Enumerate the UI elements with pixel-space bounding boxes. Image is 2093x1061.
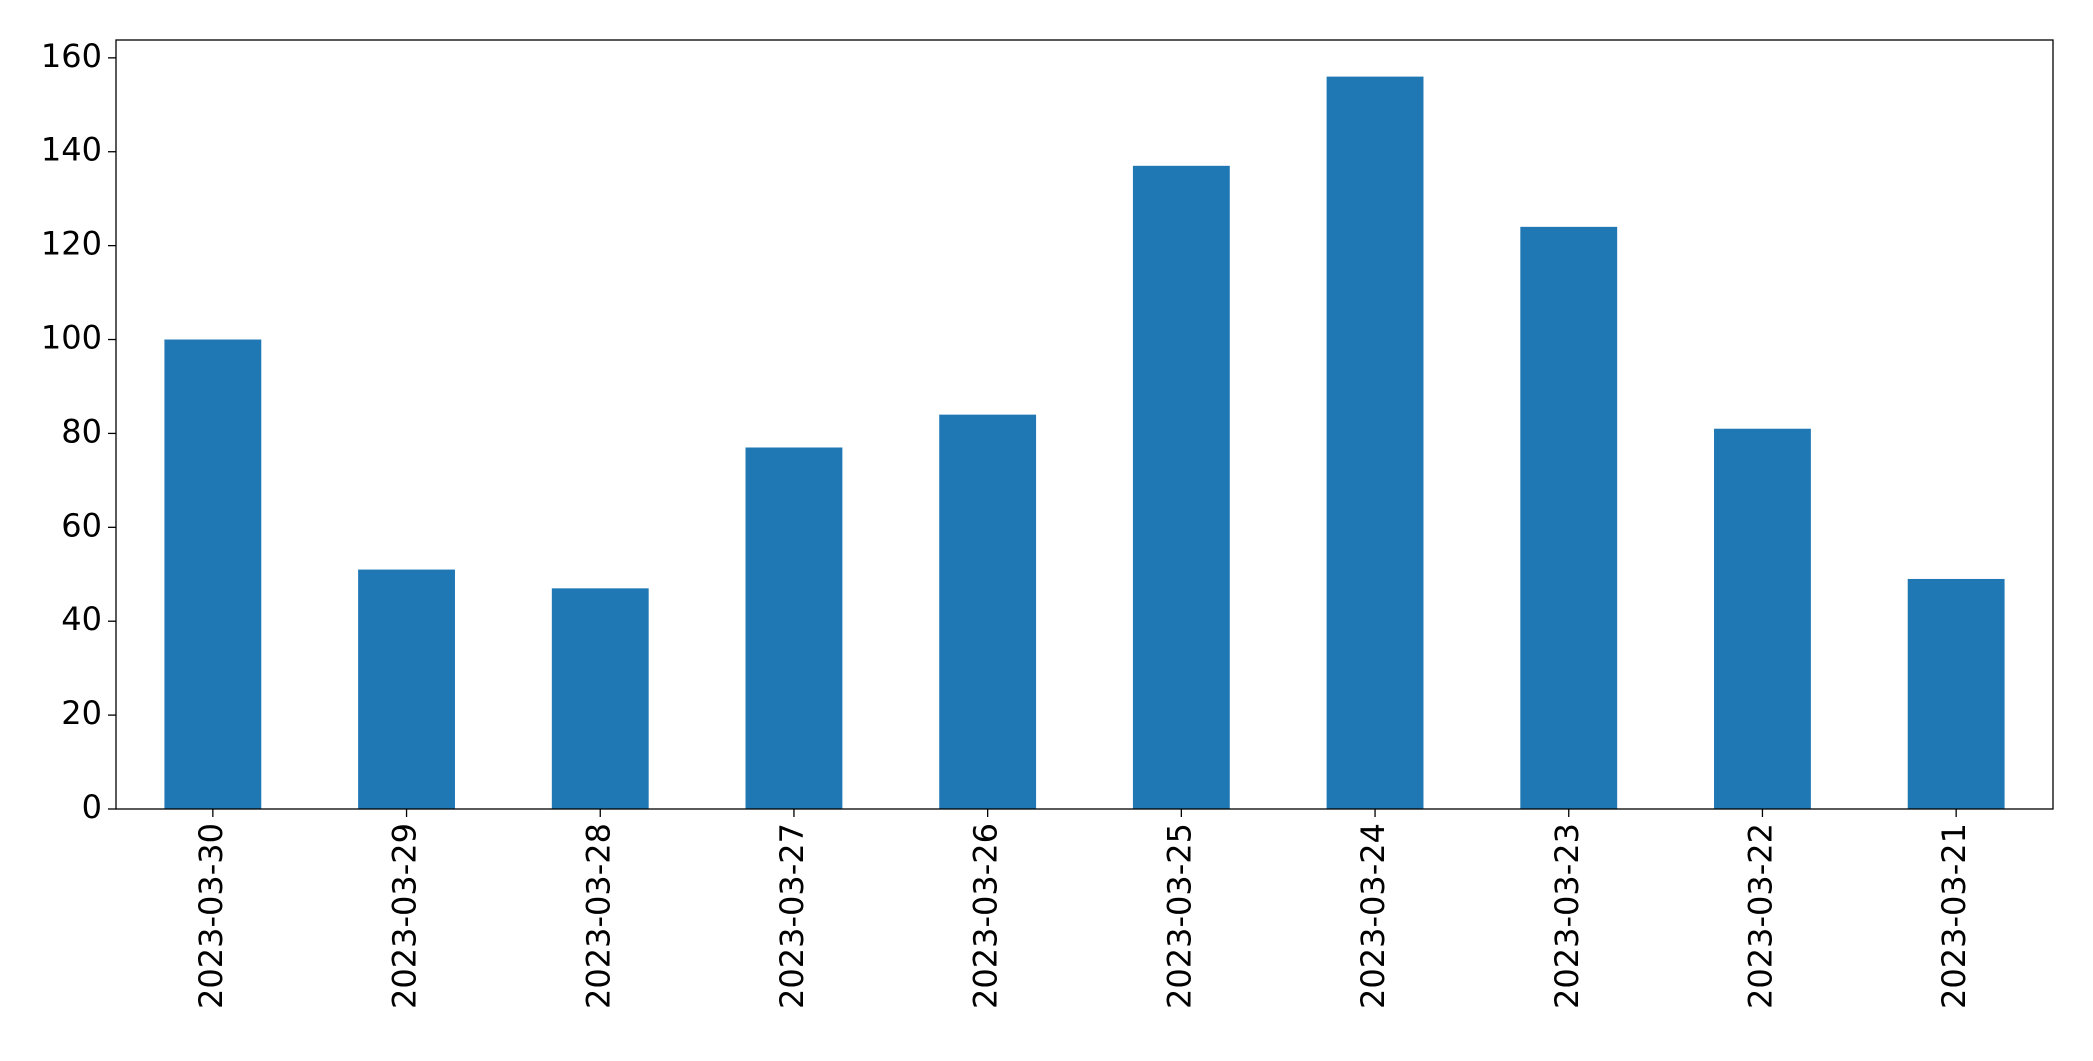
bar — [1907, 578, 2005, 809]
y-tick-label: 160 — [41, 37, 102, 75]
y-tick-label: 100 — [41, 319, 102, 357]
bar — [1132, 165, 1230, 810]
y-tick-label: 20 — [61, 694, 102, 732]
y-tick-label: 60 — [61, 506, 102, 544]
x-tick-label: 2023-03-21 — [1935, 823, 1973, 1009]
y-tick-label: 0 — [82, 788, 102, 826]
bar — [164, 339, 262, 809]
plot-frame — [115, 39, 2054, 810]
bar — [551, 588, 649, 809]
x-tick-label: 2023-03-27 — [773, 823, 811, 1009]
x-tick-label: 2023-03-26 — [967, 823, 1005, 1009]
bar — [745, 447, 843, 809]
y-tick-label: 120 — [41, 225, 102, 263]
x-tick-label: 2023-03-24 — [1354, 823, 1392, 1009]
bar — [939, 414, 1037, 809]
x-tick-label: 2023-03-25 — [1160, 823, 1198, 1009]
bar — [1714, 428, 1811, 809]
x-tick-label: 2023-03-28 — [579, 823, 617, 1009]
y-tick-label: 140 — [41, 131, 102, 169]
bar — [358, 569, 455, 809]
bar — [1520, 226, 1618, 809]
x-tick-label: 2023-03-29 — [386, 823, 424, 1009]
x-tick-label: 2023-03-22 — [1741, 823, 1779, 1009]
x-tick-label: 2023-03-23 — [1548, 823, 1586, 1009]
y-tick-label: 80 — [61, 412, 102, 450]
x-tick-label: 2023-03-30 — [192, 823, 230, 1009]
bar — [1326, 76, 1424, 810]
y-tick-label: 40 — [61, 600, 102, 638]
